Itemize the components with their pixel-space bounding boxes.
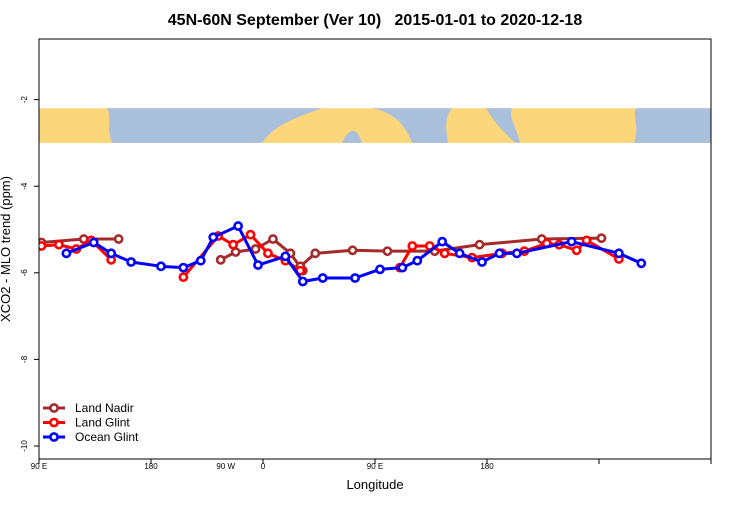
data-point [375, 264, 385, 275]
x-tick-label: 90 E [31, 462, 47, 471]
data-point [439, 248, 450, 259]
data-point [208, 232, 219, 243]
data-point [268, 234, 278, 244]
data-point [106, 248, 117, 259]
plot-frame [38, 38, 712, 460]
series-line-segment [64, 241, 96, 255]
legend-marker [49, 403, 59, 413]
y-tick-label: -6 [20, 269, 29, 277]
x-tick-label: 90 W [216, 462, 235, 471]
y-axis-label: XCO2 - MLO trend (ppm) [0, 176, 13, 322]
y-tick-label: -2 [20, 96, 29, 104]
data-point [263, 248, 273, 259]
data-point [126, 257, 136, 267]
series-line-segment [478, 237, 544, 247]
x-tick-label: 90 E [367, 462, 383, 471]
map-ocean [107, 108, 711, 143]
data-point [397, 262, 408, 273]
data-point [280, 251, 291, 262]
y-tick-label: -10 [20, 440, 29, 452]
series-line-segment [236, 224, 260, 267]
data-point [215, 254, 226, 265]
data-point [407, 241, 418, 251]
data-point [581, 235, 592, 246]
series-line-segment [283, 254, 305, 283]
data-point [250, 244, 261, 254]
x-axis: 90 E 180 90 W 0 90 E 180 [31, 459, 712, 471]
data-point [178, 272, 189, 283]
legend-label: Land Nadir [75, 401, 134, 415]
data-point [253, 260, 263, 270]
x-tick-label: 0 [261, 462, 266, 471]
data-point [494, 248, 505, 259]
legend-marker [49, 417, 59, 428]
data-point [571, 245, 582, 256]
legend-label: Ocean Glint [75, 430, 139, 444]
data-point [195, 255, 206, 266]
data-point [596, 233, 607, 244]
data-point [511, 248, 522, 259]
data-point [113, 234, 124, 244]
series-line-segment [313, 248, 355, 255]
series-line-segment [515, 240, 574, 255]
y-axis: -2 -4 -6 -8 -10 [20, 96, 39, 452]
legend-label: Land Glint [75, 416, 130, 430]
data-point [178, 262, 189, 273]
data-point [88, 237, 99, 248]
data-point [245, 229, 256, 240]
y-tick-label: -8 [20, 355, 29, 363]
y-tick-label: -4 [20, 182, 29, 190]
x-tick-label: 180 [480, 462, 494, 471]
chart-title: 45N-60N September (Ver 10) 2015-01-01 to… [168, 12, 583, 29]
data-point [350, 273, 360, 283]
series-line-segment [39, 237, 86, 245]
data-point [310, 248, 321, 259]
data-point [636, 258, 647, 269]
data-point [317, 273, 328, 283]
series-line-segment [351, 248, 389, 253]
data-point [228, 239, 239, 250]
data-point [566, 236, 577, 247]
series-layer [39, 221, 647, 287]
series-ocean-glint [61, 221, 647, 287]
data-point [54, 239, 64, 250]
data-point [614, 248, 624, 259]
legend-marker [49, 432, 59, 442]
map-strip [39, 108, 711, 143]
x-tick-label: 180 [144, 462, 158, 471]
data-point [474, 239, 485, 250]
data-point [477, 257, 487, 267]
data-point [61, 248, 72, 259]
data-point [412, 255, 423, 266]
data-point [233, 221, 244, 231]
data-point [382, 246, 393, 257]
data-point [437, 236, 448, 247]
series-line-segment [570, 240, 621, 255]
series-line-segment [415, 240, 444, 263]
data-point [39, 241, 47, 251]
x-axis-label: Longitude [346, 477, 403, 492]
data-point [156, 261, 166, 272]
data-point [297, 276, 308, 287]
data-point [347, 245, 358, 256]
series-line-segment [129, 260, 163, 268]
data-point [454, 248, 465, 259]
